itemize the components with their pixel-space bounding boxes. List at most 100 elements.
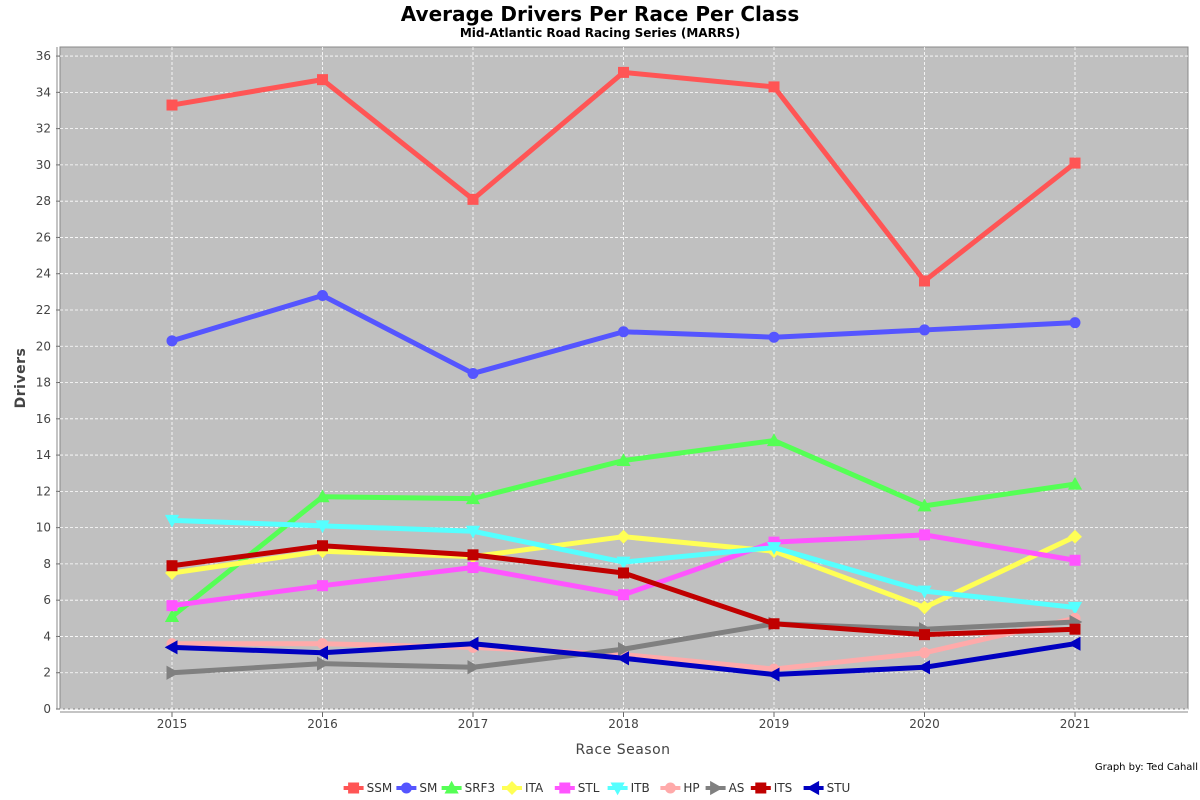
data-point-itb — [465, 525, 481, 539]
data-point-srf3 — [616, 453, 631, 467]
data-point-ssm — [1069, 157, 1081, 169]
data-point-sm — [467, 367, 479, 379]
series-srf3 — [164, 433, 1083, 623]
y-tick-label: 2 — [43, 666, 51, 680]
y-tick-label: 18 — [36, 376, 51, 390]
data-point-ssm — [467, 193, 479, 205]
data-point-ssm — [618, 66, 629, 78]
data-point-stl — [919, 529, 930, 541]
y-tick-label: 12 — [36, 484, 51, 498]
y-tick-label: 30 — [36, 158, 51, 172]
legend-item-itb: ITB — [607, 781, 650, 796]
y-tick-label: 8 — [43, 557, 51, 571]
legend-marker — [664, 782, 676, 794]
data-point-itb — [1067, 601, 1083, 615]
data-point-stu — [917, 660, 930, 675]
data-point-ssm — [317, 74, 328, 86]
data-point-its — [1069, 623, 1081, 635]
y-tick-label: 20 — [36, 339, 51, 353]
data-point-hp — [919, 647, 930, 659]
data-point-itb — [917, 585, 932, 599]
series-ssm — [166, 66, 1081, 287]
x-tick-label: 2017 — [458, 717, 489, 731]
data-point-itb — [616, 556, 631, 570]
legend-marker — [755, 782, 767, 794]
legend-label: SSM — [367, 781, 393, 795]
legend-item-sm: SM — [396, 781, 437, 795]
legend-marker — [400, 782, 412, 794]
y-axis-title: Drivers — [13, 348, 29, 409]
y-tick-label: 24 — [36, 267, 51, 281]
data-point-stu — [315, 645, 328, 660]
legend-label: SM — [419, 781, 437, 795]
chart-title: Average Drivers Per Race Per Class — [400, 2, 800, 26]
plot-area — [59, 46, 1189, 710]
legend-marker — [559, 782, 571, 794]
data-point-as — [467, 660, 481, 675]
legend-marker — [806, 780, 820, 796]
legend-marker — [505, 781, 519, 795]
data-point-srf3 — [766, 433, 782, 447]
data-point-stl — [166, 600, 178, 612]
data-point-as — [618, 642, 631, 657]
legend-item-ita: ITA — [502, 781, 544, 795]
data-point-as — [317, 656, 330, 671]
legend-marker — [610, 782, 625, 796]
legend-item-its: ITS — [750, 781, 793, 795]
data-point-sm — [919, 324, 930, 336]
data-point-hp — [317, 638, 328, 650]
data-point-stl — [618, 589, 629, 601]
x-tick-label: 2020 — [909, 717, 940, 731]
data-point-its — [618, 567, 629, 579]
data-point-srf3 — [1067, 476, 1083, 490]
y-tick-label: 6 — [43, 593, 51, 607]
data-point-stu — [616, 651, 629, 666]
data-point-sm — [317, 289, 328, 301]
y-tick-label: 32 — [36, 122, 51, 136]
legend-label: STL — [578, 781, 600, 795]
data-point-ssm — [768, 81, 780, 93]
y-tick-label: 10 — [36, 521, 51, 535]
data-point-srf3 — [917, 498, 932, 512]
graph-credit: Graph by: Ted Cahall — [1094, 762, 1198, 773]
series-its — [166, 540, 1081, 641]
legend-label: ITB — [631, 781, 650, 795]
y-tick-label: 4 — [43, 629, 51, 643]
data-point-its — [317, 540, 328, 552]
x-tick-label: 2021 — [1060, 717, 1091, 731]
data-point-itb — [766, 542, 782, 555]
data-point-its — [166, 560, 178, 572]
legend-item-ssm: SSM — [343, 781, 393, 795]
x-axis-title: Race Season — [575, 742, 670, 758]
y-tick-label: 14 — [36, 448, 51, 462]
y-tick-label: 36 — [36, 49, 51, 63]
series-itb — [164, 514, 1083, 615]
data-point-stl — [467, 562, 479, 574]
data-point-srf3 — [315, 489, 330, 503]
data-point-sm — [1069, 317, 1081, 329]
data-point-ssm — [166, 99, 178, 111]
series-stu — [164, 636, 1081, 682]
data-point-stl — [317, 580, 328, 592]
data-point-srf3 — [164, 609, 180, 623]
data-point-stl — [1069, 554, 1081, 566]
y-tick-label: 34 — [36, 85, 51, 99]
y-tick-label: 26 — [36, 230, 51, 244]
chart-subtitle: Mid-Atlantic Road Racing Series (MARRS) — [459, 26, 741, 40]
y-tick-label: 0 — [43, 702, 51, 716]
data-point-ita — [616, 529, 631, 544]
data-point-its — [768, 618, 780, 630]
data-point-its — [919, 629, 930, 641]
legend-marker — [710, 780, 723, 796]
legend-marker — [444, 780, 459, 794]
data-point-stu — [1067, 636, 1081, 651]
legend-item-stl: STL — [554, 781, 600, 795]
legend-label: ITS — [774, 781, 793, 795]
legend-item-stu: STU — [803, 780, 850, 796]
legend-marker — [348, 782, 360, 794]
data-point-itb — [164, 514, 180, 528]
legend-item-hp: HP — [660, 781, 700, 795]
data-point-sm — [166, 335, 178, 347]
